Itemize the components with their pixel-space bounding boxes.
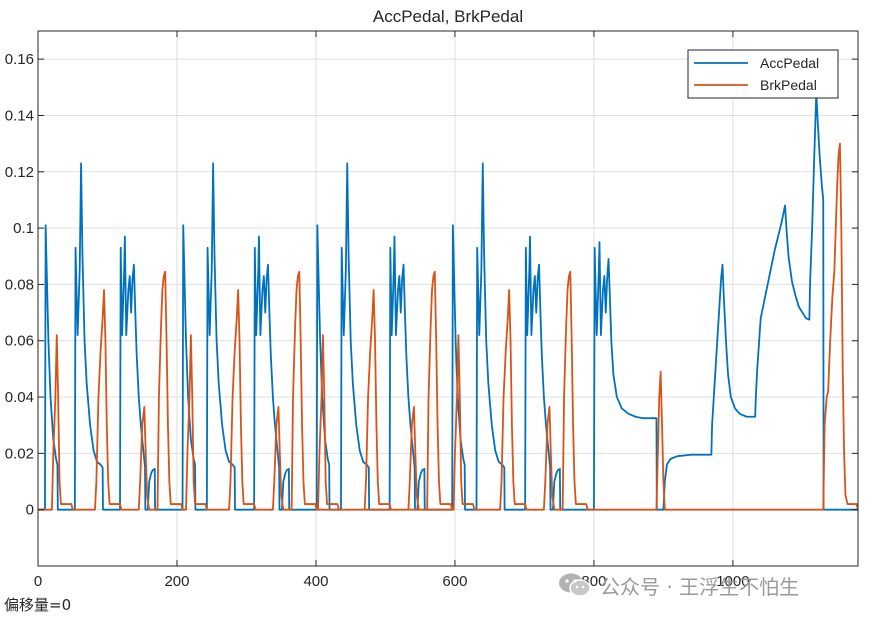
legend-label: AccPedal	[760, 55, 819, 71]
chart-title: AccPedal, BrkPedal	[373, 7, 523, 26]
series-line-brkpedal	[38, 142, 858, 511]
watermark: 公众号 · 王浮生不怕生	[558, 570, 799, 600]
y-tick-label: 0.14	[5, 107, 34, 124]
wechat-icon	[559, 573, 591, 597]
y-tick-label: 0.1	[13, 220, 34, 237]
y-tick-label: 0.06	[5, 333, 34, 350]
x-tick-label: 0	[34, 573, 42, 590]
x-tick-label: 400	[303, 573, 328, 590]
plot-background	[38, 31, 858, 566]
x-tick-label: 600	[442, 573, 467, 590]
y-tick-label: 0.08	[5, 276, 34, 293]
x-tick-label: 1000	[716, 573, 749, 590]
series-layer	[38, 92, 858, 511]
y-tick-label: 0.04	[5, 389, 34, 406]
axis-ticks: 0 200 400 600 800 100000.020.040.060.080.10.1…	[5, 31, 858, 590]
y-tick-label: 0.02	[5, 445, 34, 462]
y-tick-label: 0	[26, 502, 34, 519]
x-tick-label: 200	[164, 573, 189, 590]
y-tick-label: 0.16	[5, 51, 34, 68]
legend-box	[687, 49, 839, 99]
plot-frame	[37, 30, 859, 567]
legend: AccPedal BrkPedal	[687, 49, 839, 99]
series-line-accpedal	[38, 92, 858, 511]
offset-label: 偏移量=0	[4, 596, 72, 614]
legend-label: BrkPedal	[760, 77, 817, 93]
watermark-text: 公众号 · 王浮生不怕生	[600, 574, 800, 599]
y-tick-label: 0.12	[5, 164, 34, 181]
